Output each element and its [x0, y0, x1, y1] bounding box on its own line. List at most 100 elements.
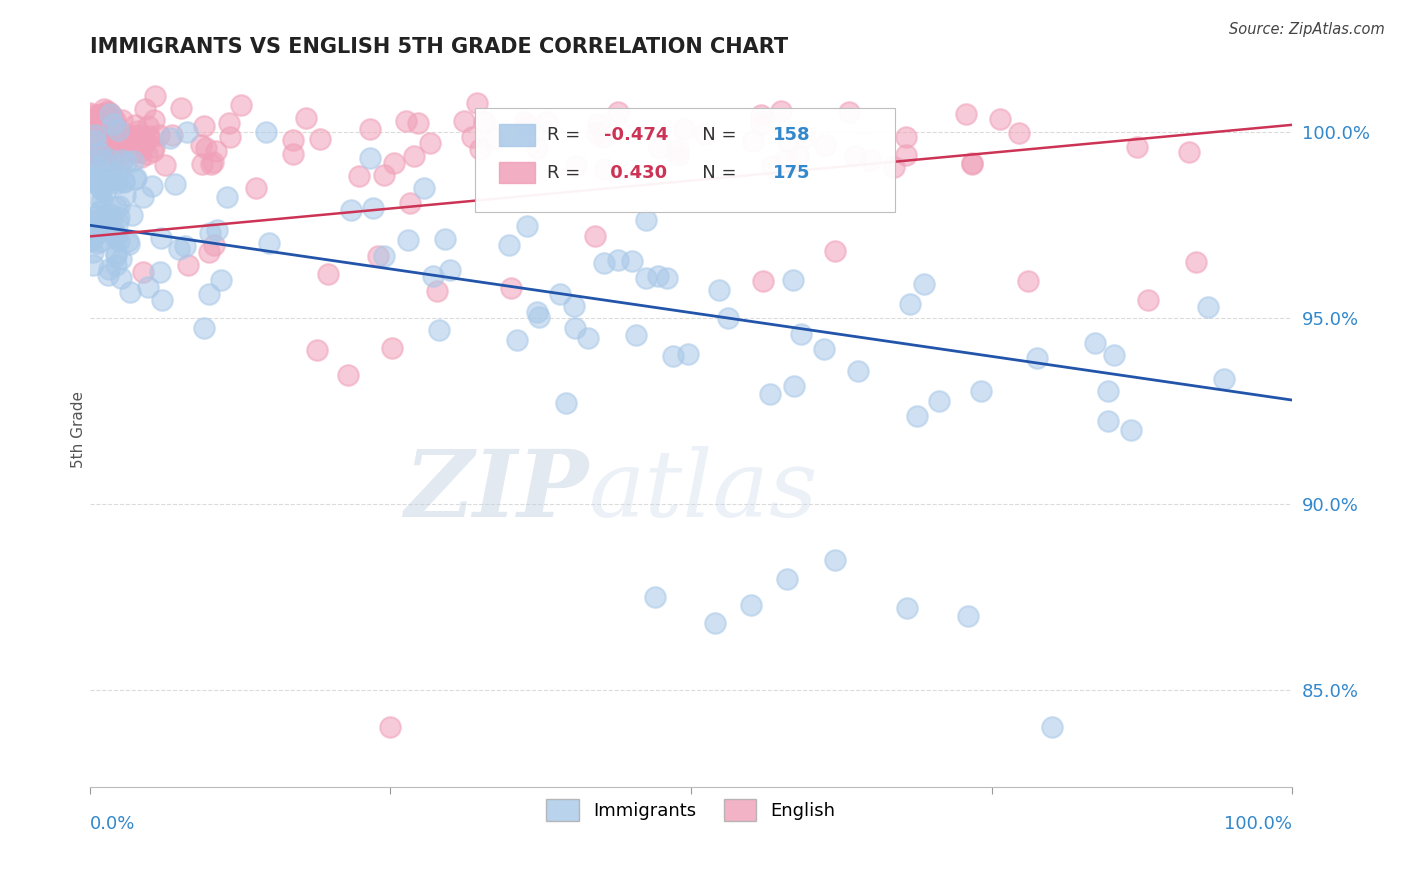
Point [526, 141, 548, 155]
Point [98, 262, 121, 277]
Point [150, 293, 173, 307]
Point [101, 117, 124, 131]
Point [165, 177, 187, 191]
Point [82, 146, 104, 161]
Point [666, 148, 689, 162]
Point [79, 132, 101, 146]
Point [98, 153, 121, 167]
Point [231, 98, 253, 112]
Point [121, 131, 143, 145]
Point [200, 157, 222, 171]
Point [107, 136, 129, 150]
Point [79, 227, 101, 242]
Point [79, 139, 101, 153]
Point [82, 128, 104, 143]
Point [104, 112, 127, 127]
Point [83, 126, 105, 140]
Point [752, 274, 775, 288]
Point [898, 297, 921, 311]
Point [110, 131, 132, 145]
Point [395, 114, 418, 128]
Point [100, 166, 122, 180]
Point [87, 112, 110, 126]
Point [169, 101, 191, 115]
Point [373, 168, 395, 182]
Point [125, 170, 148, 185]
Point [103, 155, 125, 169]
Point [160, 128, 183, 143]
Point [127, 124, 149, 138]
Point [793, 130, 815, 145]
Point [98, 172, 121, 186]
Point [523, 125, 546, 139]
Point [554, 395, 576, 409]
Point [778, 135, 800, 149]
Point [704, 616, 727, 631]
Text: R =: R = [547, 126, 586, 144]
Point [666, 144, 689, 158]
Text: IMMIGRANTS VS ENGLISH 5TH GRADE CORRELATION CHART: IMMIGRANTS VS ENGLISH 5TH GRADE CORRELAT… [90, 37, 787, 57]
Point [516, 219, 538, 233]
Point [127, 128, 149, 142]
Point [100, 225, 122, 239]
Point [96, 116, 118, 130]
Point [245, 181, 267, 195]
Point [90, 180, 112, 194]
Point [84, 128, 107, 143]
Point [108, 211, 131, 225]
Point [82, 258, 104, 272]
Bar [499, 162, 534, 184]
Point [124, 171, 146, 186]
Point [122, 135, 145, 149]
Point [79, 128, 101, 143]
Point [717, 311, 740, 326]
Text: N =: N = [685, 126, 742, 144]
Point [91, 220, 114, 235]
Point [399, 195, 422, 210]
Point [89, 145, 111, 160]
Point [82, 143, 104, 157]
Point [506, 334, 529, 348]
Point [103, 227, 125, 241]
Point [439, 263, 461, 277]
Point [107, 122, 129, 136]
Point [565, 159, 588, 173]
Point [101, 109, 124, 123]
Point [783, 378, 806, 392]
Point [103, 173, 125, 187]
Point [1197, 300, 1219, 314]
Point [89, 203, 111, 218]
Point [592, 130, 614, 145]
Point [79, 135, 101, 149]
Point [824, 553, 846, 567]
Point [576, 331, 599, 345]
Point [100, 210, 122, 224]
Point [1097, 414, 1119, 428]
Point [90, 213, 112, 227]
Point [105, 167, 128, 181]
Point [1026, 351, 1049, 365]
Point [134, 103, 156, 117]
Text: 100.0%: 100.0% [1225, 815, 1292, 833]
Point [87, 190, 110, 204]
Point [114, 188, 136, 202]
Point [83, 228, 105, 243]
Text: atlas: atlas [589, 445, 818, 535]
Point [100, 136, 122, 151]
Point [281, 132, 304, 146]
Point [108, 234, 131, 248]
Point [90, 234, 112, 248]
Point [593, 162, 616, 177]
Point [82, 128, 104, 143]
Point [858, 153, 880, 168]
Point [84, 174, 107, 188]
Point [472, 115, 495, 129]
Point [672, 122, 695, 136]
Point [761, 159, 783, 173]
Point [91, 112, 114, 127]
Point [159, 130, 181, 145]
Point [759, 387, 782, 401]
Point [90, 126, 112, 140]
Point [636, 271, 658, 285]
Point [406, 116, 429, 130]
